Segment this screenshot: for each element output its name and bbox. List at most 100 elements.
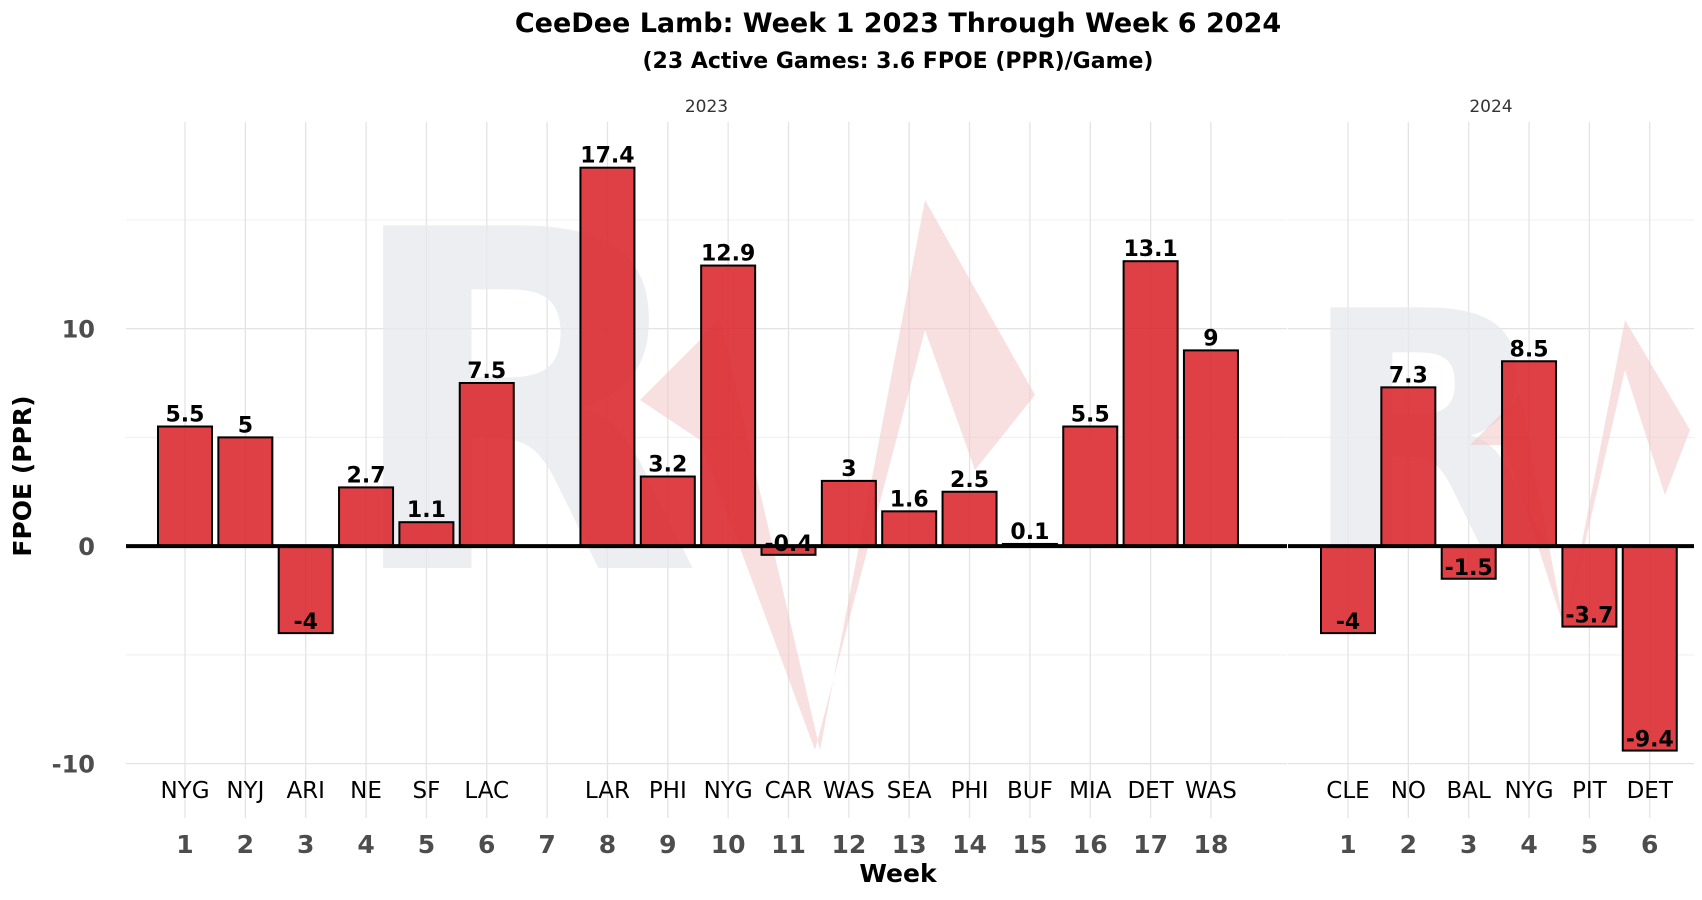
data-label: 3 [841,457,856,482]
x-tick-label: 16 [1073,830,1108,859]
watermark-shape [1470,320,1690,630]
data-label: -4 [293,610,317,635]
x-tick-label: 2 [237,830,254,859]
bar-2023-week-5 [398,521,455,548]
x-tick-label: 9 [659,830,676,859]
panel-strip-label: 2024 [1469,97,1512,117]
opponent-label: BUF [1007,778,1053,804]
watermark-letter: R [340,132,702,679]
opponent-label: SF [412,778,440,804]
x-tick-label: 1 [176,830,193,859]
x-tick-label: 10 [711,830,746,859]
watermark-shape [640,200,1035,750]
opponent-label: MIA [1069,778,1112,804]
chart-title: CeeDee Lamb: Week 1 2023 Through Week 6 … [515,8,1281,39]
bar-2023-week-13 [881,510,938,548]
opponent-label: NE [350,778,382,804]
x-axis-title: Week [859,859,938,888]
opponent-label: PHI [649,778,687,804]
bar-2023-week-6 [458,382,515,548]
x-tick-label: 7 [538,830,555,859]
data-label: 17.4 [580,144,634,169]
data-label: 9 [1203,326,1218,351]
watermark-logo: R [340,132,1035,750]
bar-2023-week-4 [338,486,395,548]
bar-2023-week-18 [1182,349,1239,548]
data-label: -4 [1336,610,1360,635]
data-label: 7.5 [467,359,506,384]
x-tick-label: 14 [952,830,987,859]
opponent-label: PHI [951,778,989,804]
panel-strip-label: 2023 [685,97,728,117]
opponent-label: BAL [1447,778,1492,804]
bar-2023-week-10 [700,264,757,548]
data-label: 3.2 [648,453,687,478]
data-label: -0.4 [764,532,812,557]
x-tick-label: 3 [297,830,314,859]
bar-2023-week-14 [941,490,998,548]
opponent-label: NYJ [226,778,264,804]
y-tick-label: 0 [78,533,95,561]
data-label: 2.7 [347,463,386,488]
x-tick-label: 13 [892,830,927,859]
x-tick-label: 6 [1641,830,1658,859]
y-axis-title: FPOE (PPR) [8,395,37,556]
x-tick-label: 8 [599,830,616,859]
opponent-label: WAS [1185,778,1237,804]
x-tick-label: 5 [418,830,435,859]
panel-2023: 2023 R 5.5 5 -4 2.7 1.1 7.5 17.4 3.2 12.9 -0.4 3 1.6 2… [52,97,1287,859]
data-label: 0.1 [1010,520,1049,545]
opponent-label: CLE [1326,778,1369,804]
opponent-label: SEA [887,778,932,804]
bar-2024-week-2 [1380,386,1437,548]
bar-2023-week-1 [157,425,213,548]
opponent-label: NYG [160,778,209,804]
opponent-label: DET [1627,778,1674,804]
data-label: 5.5 [166,403,205,428]
data-label: 5 [238,413,253,438]
x-tick-label: 11 [771,830,806,859]
bar-2023-week-12 [820,479,877,548]
bar-2023-week-2 [217,436,274,548]
opponent-label: PIT [1572,778,1608,804]
bar-2024-week-4 [1501,360,1558,548]
panel-2024: 2024R-47.3-1.58.5-3.7-9.4CLENOBALNYGPITD… [1288,97,1694,859]
data-label: -9.4 [1626,728,1674,753]
opponent-label: CAR [765,778,813,804]
bar-2023-week-8 [579,166,636,548]
data-label: -3.7 [1565,604,1613,629]
opponent-label: ARI [286,778,325,804]
opponent-label: LAR [585,778,630,804]
y-tick-label: 10 [62,316,95,344]
y-tick-label: -10 [52,751,95,779]
data-label: -1.5 [1445,556,1493,581]
data-label: 12.9 [701,242,755,267]
x-tick-label: 6 [478,830,495,859]
data-label: 5.5 [1071,403,1110,428]
data-label: 7.3 [1389,363,1428,388]
x-tick-label: 12 [831,830,866,859]
data-label: 13.1 [1123,237,1177,262]
opponent-label: LAC [464,778,509,804]
bar-2024-week-6 [1621,545,1678,752]
data-label: 8.5 [1510,337,1549,362]
bar-2023-week-9 [639,475,696,548]
x-tick-label: 1 [1339,830,1356,859]
opponent-label: NYG [1505,778,1554,804]
x-tick-label: 15 [1013,830,1048,859]
data-label: 2.5 [950,468,989,493]
chart-subtitle: (23 Active Games: 3.6 FPOE (PPR)/Game) [643,49,1154,74]
bar-2023-week-17 [1122,260,1179,548]
x-tick-label: 3 [1460,830,1477,859]
x-tick-label: 17 [1133,830,1168,859]
x-tick-label: 5 [1581,830,1598,859]
opponent-label: DET [1127,778,1174,804]
x-tick-label: 18 [1194,830,1229,859]
x-tick-label: 2 [1400,830,1417,859]
bar-2023-week-16 [1062,425,1119,548]
opponent-label: NYG [704,778,753,804]
x-tick-label: 4 [357,830,374,859]
opponent-label: NO [1391,778,1426,804]
data-label: 1.6 [890,487,929,512]
